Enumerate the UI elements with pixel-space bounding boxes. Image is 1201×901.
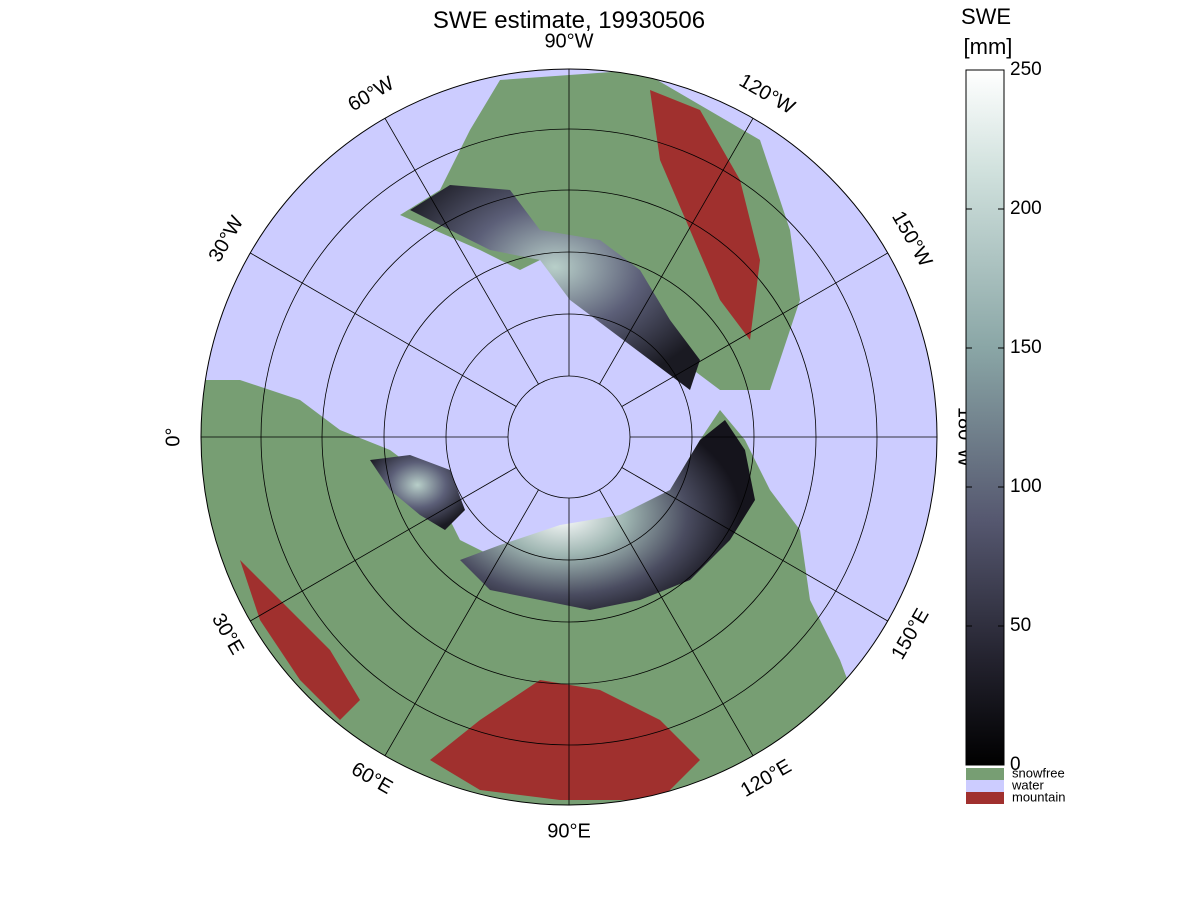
- meridian-line: [384, 489, 539, 756]
- meridian-label: 90°E: [547, 820, 591, 842]
- map-border: [200, 68, 938, 806]
- mountain-asia: [430, 680, 700, 800]
- meridian-label: 60°E: [347, 758, 396, 799]
- meridian-label: 120°W: [735, 70, 798, 119]
- meridian-line: [250, 252, 517, 407]
- map-title: SWE estimate, 19930506: [433, 7, 705, 34]
- meridian-line: [250, 467, 517, 622]
- meridian-label: 120°E: [737, 755, 795, 801]
- meridian-label: 60°W: [344, 72, 398, 116]
- snow-canada: [410, 185, 700, 390]
- legend-swatch: [966, 780, 1004, 792]
- snow-scandinavia: [370, 455, 465, 530]
- meridian-line: [621, 252, 888, 407]
- colorbar-tick-label: 250: [1010, 59, 1042, 80]
- snow-siberia: [460, 420, 755, 610]
- colorbar: SWE [mm] 0 50 100 150 200 250: [961, 4, 1042, 775]
- legend-swatch: [966, 768, 1004, 780]
- mountain-europe: [240, 560, 360, 720]
- meridian-label: 90°W: [544, 30, 593, 52]
- legend-label: snowfree: [1012, 765, 1065, 780]
- meridian-line: [384, 118, 539, 385]
- meridian-line: [599, 489, 754, 756]
- meridian-label: 0°: [162, 427, 184, 446]
- meridian-label: 30°E: [207, 610, 248, 659]
- mountain-rockies: [650, 90, 760, 340]
- meridian-line: [621, 467, 888, 622]
- legend-label: water: [1011, 777, 1044, 792]
- colorbar-tick-label: 0: [1010, 754, 1021, 775]
- colorbar-tick-label: 100: [1010, 476, 1042, 497]
- greenland-ice: [440, 290, 540, 420]
- colorbar-label: [mm]: [964, 34, 1013, 59]
- colorbar-ramp: [965, 69, 1005, 766]
- meridian-label: 150°W: [887, 208, 936, 271]
- colorbar-label: SWE: [961, 4, 1011, 29]
- colorbar-tick-label: 150: [1010, 337, 1042, 358]
- meridian-label: 30°W: [204, 212, 248, 266]
- meridian-line: [599, 118, 754, 385]
- graticule: [201, 69, 937, 805]
- colorbar-tick-label: 50: [1010, 615, 1031, 636]
- colorbar-tick-label: 200: [1010, 198, 1042, 219]
- map-disk: [201, 69, 937, 805]
- legend-label: mountain: [1012, 789, 1065, 804]
- legend-swatch: [966, 792, 1004, 804]
- meridian-label: 150°E: [887, 605, 933, 663]
